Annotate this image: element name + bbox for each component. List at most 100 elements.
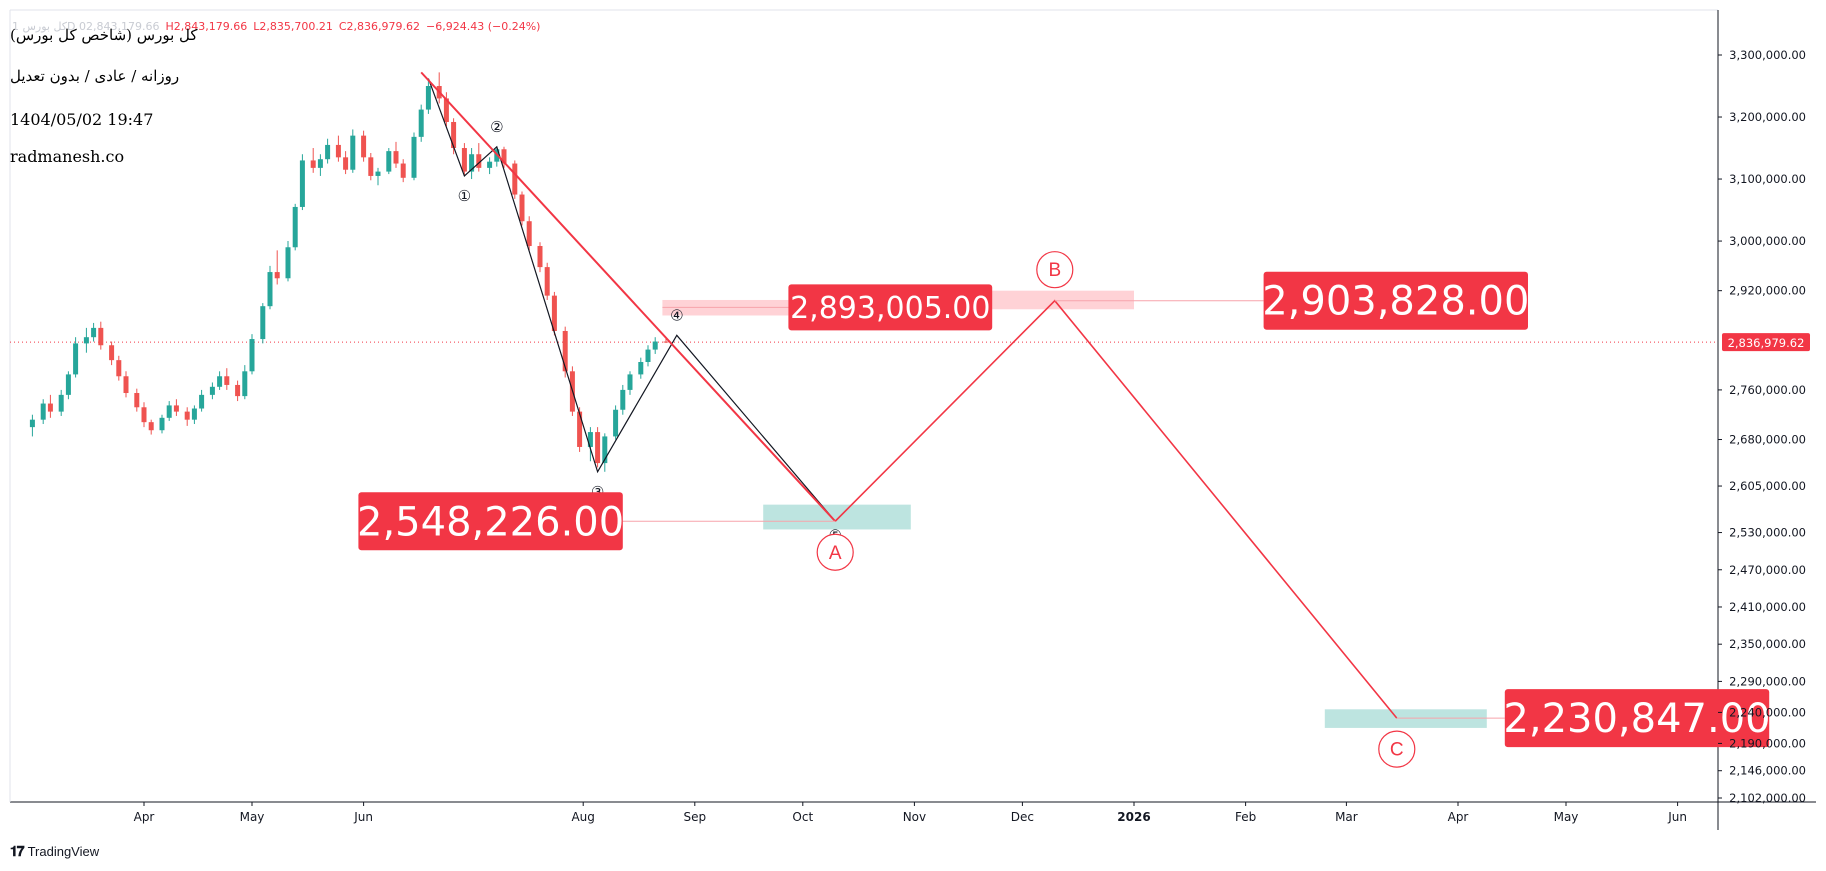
candle-body — [141, 407, 147, 423]
abc-label-circle — [816, 533, 854, 571]
candle-body — [638, 361, 644, 375]
symbol-legend: کل بورس 1D 02,843,179.66 — [12, 20, 160, 33]
price-target-label: 2,903,828.00 — [1262, 271, 1529, 330]
last-price-tag: 2,836,979.62 — [1722, 333, 1810, 352]
candle-body — [343, 157, 349, 170]
candle — [199, 389, 205, 412]
candle — [91, 322, 97, 342]
time-tick-label: Sep — [683, 810, 706, 824]
price-target-text: 2,548,226.00 — [357, 499, 624, 545]
candle — [249, 334, 255, 375]
candle — [645, 345, 651, 367]
candle — [425, 78, 431, 114]
wave-label: ① — [458, 187, 471, 205]
last-price-tag-box — [1722, 333, 1810, 352]
price-target-box — [1263, 271, 1528, 330]
candle — [587, 427, 593, 462]
candle — [562, 326, 568, 378]
candle-body — [620, 389, 626, 410]
candle — [148, 419, 154, 435]
abc-label-text: C — [1390, 740, 1404, 761]
high-value: H2,843,179.66 — [165, 20, 248, 33]
candle-body — [83, 337, 89, 344]
candle-body — [267, 272, 273, 307]
candle-body — [199, 394, 205, 409]
candle-body — [350, 135, 356, 170]
price-target-text: 2,893,005.00 — [790, 291, 990, 326]
candle-body — [224, 376, 230, 385]
candle — [350, 129, 356, 173]
candle — [123, 371, 129, 398]
candle-body — [418, 109, 424, 137]
price-target-box — [788, 284, 993, 331]
time-tick-label: Feb — [1235, 810, 1256, 824]
candle — [299, 154, 305, 211]
price-tick-label: 2,470,000.00 — [1729, 563, 1806, 577]
price-target-label: 2,548,226.00 — [357, 492, 624, 551]
candle-body — [361, 135, 367, 158]
candle-body — [134, 393, 140, 408]
time-tick-label: Dec — [1011, 810, 1034, 824]
candle-body — [627, 374, 633, 390]
price-tick-label: 2,410,000.00 — [1729, 600, 1806, 614]
time-tick-label: Jun — [1667, 810, 1687, 824]
candle — [260, 303, 266, 344]
candle-body — [512, 163, 518, 195]
candle-body — [235, 384, 241, 397]
price-target-label: 2,893,005.00 — [788, 284, 993, 331]
candle-body — [65, 374, 71, 395]
abc-label-text: B — [1048, 260, 1061, 281]
support-zone — [763, 504, 911, 530]
price-target-text: 2,903,828.00 — [1262, 279, 1529, 325]
candle-body — [260, 306, 266, 340]
candle — [65, 371, 71, 400]
candle — [469, 148, 475, 180]
elliott-wave-lines — [427, 78, 836, 522]
time-tick-label: May — [1554, 810, 1579, 824]
abc-label: C — [1378, 730, 1416, 768]
price-target-label: 2,230,847.00 — [1503, 689, 1771, 748]
candle — [83, 327, 89, 353]
candlesticks — [29, 72, 669, 472]
candle — [443, 92, 449, 127]
candle-body — [317, 159, 323, 168]
candle-body — [368, 157, 374, 176]
candle-body — [40, 403, 46, 420]
candle-body — [285, 247, 291, 279]
candle-body — [476, 154, 482, 168]
candle-body — [242, 371, 248, 397]
candle — [343, 151, 349, 175]
candle — [267, 265, 273, 310]
candle-body — [173, 405, 179, 412]
candle — [317, 154, 323, 176]
price-tick-label: 2,290,000.00 — [1729, 674, 1806, 688]
abc-label-circle — [1036, 251, 1074, 289]
price-tick-label: 2,680,000.00 — [1729, 433, 1806, 447]
candle — [285, 241, 291, 282]
time-tick-label: 2026 — [1117, 810, 1150, 824]
candle — [411, 132, 417, 181]
candle-body — [58, 394, 64, 412]
support-zone — [1324, 709, 1487, 728]
candle — [487, 157, 493, 175]
candle — [461, 143, 467, 176]
candle-body — [461, 148, 467, 172]
change-value: −6,924.43 (−0.24%) — [426, 20, 541, 33]
price-tick-label: 3,200,000.00 — [1729, 110, 1806, 124]
candle — [436, 72, 442, 104]
timestamp: 1404/05/02 19:47 — [10, 110, 154, 129]
candle-body — [587, 432, 593, 447]
tradingview-logo[interactable]: 𝟏𝟕 TradingView — [10, 843, 99, 860]
time-axis[interactable]: Apr May Jun Aug Sep Oct Nov Dec 2026 Feb Mar Apr May… — [134, 802, 1687, 824]
candle — [613, 405, 619, 440]
price-axis[interactable]: 3,300,000.00 3,200,000.00 3,100,000.00 3,00… — [1718, 48, 1806, 805]
candle-body — [551, 295, 557, 331]
abc-label-circle — [1378, 730, 1416, 768]
time-tick-label: Apr — [134, 810, 155, 824]
candle — [116, 355, 122, 381]
price-tick-label: 2,920,000.00 — [1729, 284, 1806, 298]
price-tick-label: 2,530,000.00 — [1729, 526, 1806, 540]
candle-body — [613, 409, 619, 437]
time-tick-label: Mar — [1335, 810, 1358, 824]
